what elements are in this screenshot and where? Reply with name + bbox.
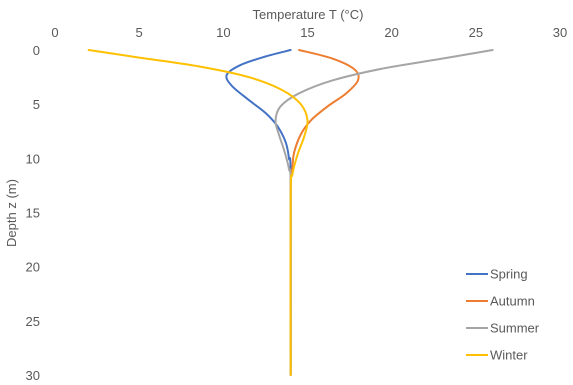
y-tick-label: 25 <box>26 314 40 329</box>
legend-label: Autumn <box>490 294 535 309</box>
x-axis-ticks: 0 5 10 15 20 25 30 <box>51 25 567 40</box>
series-line-summer <box>274 49 494 376</box>
x-axis-title: Temperature T (°C) <box>253 7 364 22</box>
x-tick-label: 5 <box>136 25 143 40</box>
y-tick-label: 20 <box>26 260 40 275</box>
y-tick-label: 5 <box>33 97 40 112</box>
x-tick-label: 20 <box>384 25 398 40</box>
series-line-winter <box>87 49 309 376</box>
legend: Spring Autumn Summer Winter <box>466 267 540 363</box>
legend-label: Winter <box>490 348 528 363</box>
x-tick-label: 25 <box>469 25 483 40</box>
y-axis-ticks: 0 5 10 15 20 25 30 <box>26 43 40 383</box>
series-line-spring <box>225 49 292 376</box>
y-tick-label: 15 <box>26 206 40 221</box>
x-tick-label: 10 <box>216 25 230 40</box>
x-tick-label: 15 <box>300 25 314 40</box>
y-axis-title: Depth z (m) <box>4 179 19 247</box>
series-layer <box>87 49 494 376</box>
y-tick-label: 10 <box>26 151 40 166</box>
legend-label: Summer <box>490 321 540 336</box>
x-tick-label: 30 <box>553 25 567 40</box>
y-tick-label: 30 <box>26 368 40 383</box>
series-line-autumn <box>289 49 360 376</box>
y-tick-label: 0 <box>33 43 40 58</box>
legend-label: Spring <box>490 267 528 282</box>
x-tick-label: 0 <box>51 25 58 40</box>
